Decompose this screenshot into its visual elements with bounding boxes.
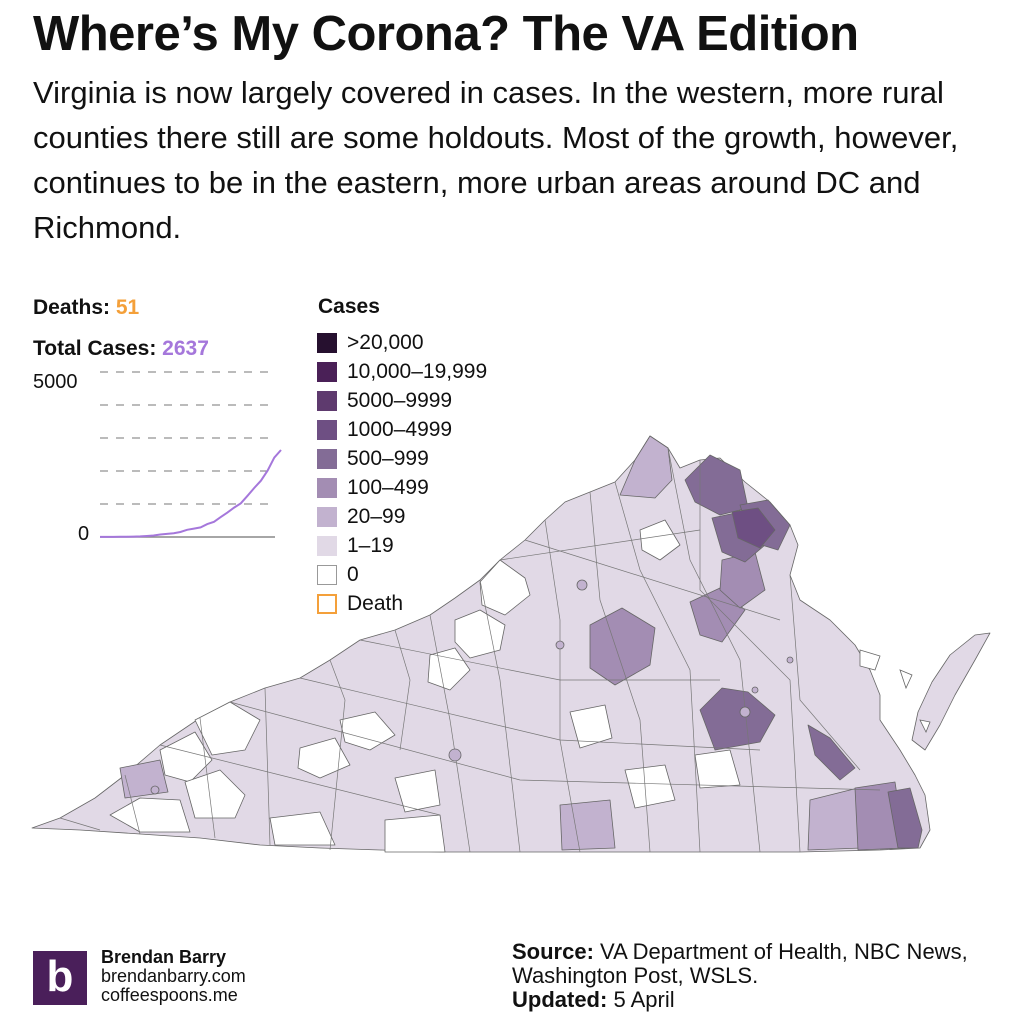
legend-label: >20,000 [347,330,424,354]
legend-label: 10,000–19,999 [347,359,488,383]
county [559,799,616,851]
legend-title: Cases [318,295,380,318]
legend-label: 5000–9999 [347,388,453,412]
legend-swatch [317,506,337,527]
page-title: Where’s My Corona? The VA Edition [33,7,859,61]
series-line-total-cases [100,449,282,538]
county [624,764,676,809]
deaths-value: 51 [115,296,140,319]
county [887,787,923,849]
total-cases-label: Total Cases: [33,337,157,360]
legend-label: 1–19 [347,533,394,557]
legend-label: 20–99 [347,504,406,528]
total-cases-stat: Total Cases: 2637 [33,337,209,361]
legend-item: 10,000–19,999 [317,357,487,386]
legend-swatch [317,332,337,353]
legend-swatch [317,390,337,411]
subtitle: Virginia is now largely covered in cases… [33,75,959,245]
county [194,701,261,756]
county [619,435,673,499]
deaths-label: Deaths: [33,296,111,319]
legend-swatch [317,477,337,498]
updated-label: Updated: [512,987,608,1012]
legend-label: 100–499 [347,475,429,499]
y-tick-label-top: 5000 [33,371,78,393]
county [184,769,246,819]
legend-swatch-death [317,593,337,614]
brand-credits: Brendan Barry brendanbarry.com coffeespo… [101,948,246,1005]
legend-swatch [317,361,337,382]
legend-label: 500–999 [347,446,429,470]
brand-site-1: brendanbarry.com [101,966,246,986]
source-note: Source: VA Department of Health, NBC New… [512,940,982,1012]
legend-item: 0 [317,560,487,589]
legend-item: 1000–4999 [317,415,487,444]
county [384,814,446,853]
county [159,731,213,783]
county [297,737,351,779]
legend-item: >20,000 [317,328,487,357]
county [639,519,681,561]
county [454,609,506,659]
county [699,687,776,751]
legend-label: 0 [347,562,359,586]
legend-swatch [317,564,337,585]
source-label: Source: [512,939,594,964]
county [119,759,169,799]
legend-swatch [317,535,337,556]
legend-swatch [317,448,337,469]
county [109,797,191,833]
legend-item: 100–499 [317,473,487,502]
virginia-county-map [31,435,991,853]
county [394,769,441,813]
county [339,711,396,751]
cases-sparkline-chart: 5000 0 [33,371,282,545]
total-cases-value: 2637 [162,337,209,360]
legend-item: 1–19 [317,531,487,560]
brand-logo: b [33,951,87,1005]
source-text: VA Department of Health, NBC News, Washi… [512,939,968,988]
brand-site-2: coffeespoons.me [101,985,238,1005]
county [269,811,336,846]
brand-name: Brendan Barry [101,947,227,967]
deaths-stat: Deaths: 51 [33,296,139,320]
y-tick-label-bottom: 0 [78,523,89,545]
county [569,704,613,749]
legend-item: 20–99 [317,502,487,531]
legend-item: 500–999 [317,444,487,473]
county [694,749,741,789]
legend-item: 5000–9999 [317,386,487,415]
legend-item: Death [317,589,487,618]
county [807,724,856,781]
eastern-shore [911,632,991,751]
county-fairfax [731,507,776,549]
legend-label: Death [347,591,404,615]
county [589,607,656,686]
legend-swatch [317,419,337,440]
legend: >20,000 10,000–19,999 5000–9999 1000–499… [317,328,487,618]
updated-text: 5 April [613,987,675,1012]
legend-label: 1000–4999 [347,417,453,441]
